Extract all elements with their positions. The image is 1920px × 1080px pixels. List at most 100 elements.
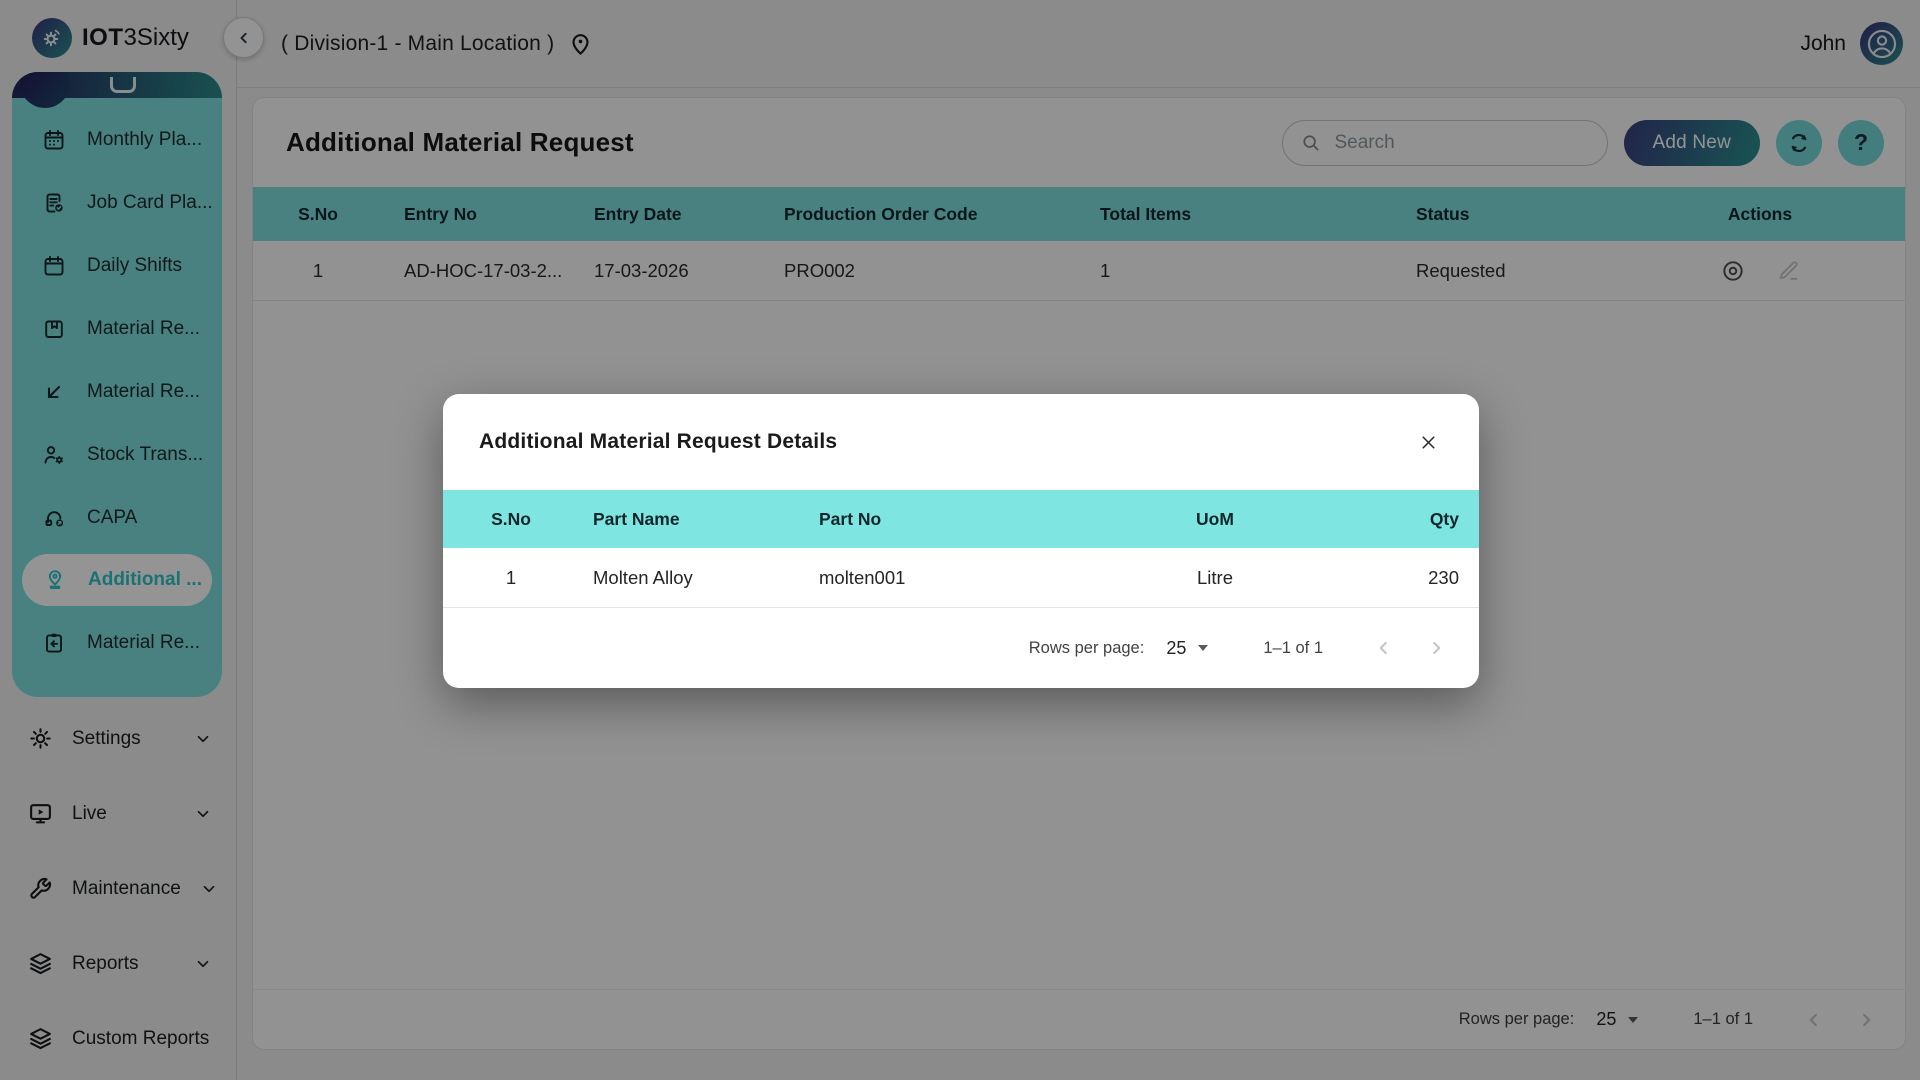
column-header[interactable]: Entry No bbox=[404, 203, 477, 224]
cell-qty: 230 bbox=[1428, 566, 1459, 588]
sidebar-item-label: Settings bbox=[72, 727, 141, 749]
add-new-button[interactable]: Add New bbox=[1623, 119, 1760, 166]
rows-per-page-value: 25 bbox=[1166, 637, 1187, 658]
column-header[interactable]: S.No bbox=[298, 203, 338, 224]
caret-down-icon bbox=[1628, 1016, 1639, 1023]
edit-icon[interactable] bbox=[1776, 258, 1801, 283]
sidebar-item-label: Monthly Pla... bbox=[87, 128, 203, 150]
search-box[interactable] bbox=[1281, 119, 1608, 166]
sidebar-item-job-card-planning[interactable]: Job Card Pla... bbox=[12, 171, 222, 234]
clipboard-arrow-icon bbox=[42, 631, 66, 655]
column-header: UoM bbox=[1196, 508, 1234, 529]
brand-logo: IOT3Sixty bbox=[0, 0, 236, 76]
table-header-row: S.No Entry No Entry Date Production Orde… bbox=[253, 187, 1905, 241]
cell-total-items: 1 bbox=[1100, 259, 1111, 281]
sidebar-item-capa[interactable]: CAPA bbox=[12, 486, 222, 549]
sidebar-item-label: Reports bbox=[72, 952, 139, 974]
modal-table-header-row: S.No Part Name Part No UoM Qty bbox=[443, 490, 1479, 548]
modal: Additional Material Request Details S.No… bbox=[443, 394, 1479, 688]
brand-name-bold: IOT bbox=[82, 24, 124, 51]
cell-actions bbox=[1695, 258, 1905, 284]
search-input[interactable] bbox=[1332, 130, 1590, 155]
cell-part-name: Molten Alloy bbox=[593, 566, 693, 588]
sidebar-item-reports[interactable]: Reports bbox=[0, 926, 236, 1001]
location-pin-icon[interactable] bbox=[567, 30, 594, 57]
column-header[interactable]: Production Order Code bbox=[784, 203, 978, 224]
column-header: Qty bbox=[1429, 508, 1459, 529]
next-page-button[interactable] bbox=[1853, 1007, 1879, 1033]
rows-per-page-value: 25 bbox=[1596, 1009, 1617, 1029]
column-header[interactable]: Entry Date bbox=[594, 203, 682, 224]
capa-icon bbox=[42, 506, 66, 530]
column-header[interactable]: Status bbox=[1416, 203, 1470, 224]
calendar-icon bbox=[42, 254, 66, 278]
sidebar-module-icon bbox=[110, 77, 136, 93]
sidebar-item-settings[interactable]: Settings bbox=[0, 701, 236, 776]
column-header[interactable]: Total Items bbox=[1100, 203, 1192, 224]
cell-part-no: molten001 bbox=[819, 566, 906, 588]
sidebar-item-additional-material-request[interactable]: Additional ... bbox=[22, 554, 212, 606]
sidebar-item-monthly-planning[interactable]: Monthly Pla... bbox=[12, 108, 222, 171]
sidebar-menu: Monthly Pla... Job Card Pla... bbox=[12, 98, 222, 674]
brand-name: IOT3Sixty bbox=[82, 24, 189, 52]
location-label: ( Division-1 - Main Location ) bbox=[281, 31, 555, 55]
sidebar-item-material-receipt[interactable]: Material Re... bbox=[12, 360, 222, 423]
previous-page-button[interactable] bbox=[1371, 635, 1397, 661]
sidebar-item-daily-shifts[interactable]: Daily Shifts bbox=[12, 234, 222, 297]
rows-per-page-select[interactable]: 25 bbox=[1166, 637, 1209, 659]
sidebar-collapse-button[interactable] bbox=[223, 17, 264, 58]
chevron-down-icon bbox=[200, 880, 218, 898]
help-button[interactable]: ? bbox=[1838, 119, 1884, 166]
sidebar-item-stock-transfer[interactable]: Stock Trans... bbox=[12, 423, 222, 486]
column-header[interactable]: Actions bbox=[1727, 203, 1793, 224]
table-pagination: Rows per page: 25 1–1 of 1 bbox=[253, 989, 1905, 1049]
sidebar-item-label: Maintenance bbox=[72, 877, 181, 899]
cell-s-no: 1 bbox=[312, 259, 324, 281]
sidebar-item-label: Custom Reports bbox=[72, 1027, 210, 1049]
cell-status: Requested bbox=[1416, 259, 1506, 281]
chevron-down-icon bbox=[194, 805, 212, 823]
brand-name-rest: 3Sixty bbox=[123, 24, 189, 51]
refresh-button[interactable] bbox=[1776, 119, 1822, 166]
sidebar-item-material-request[interactable]: Material Re... bbox=[12, 297, 222, 360]
brand-gear-icon bbox=[32, 18, 72, 58]
cell-s-no: 1 bbox=[505, 566, 517, 588]
sidebar-item-label: Material Re... bbox=[87, 317, 200, 339]
rows-per-page-select[interactable]: 25 bbox=[1596, 1009, 1639, 1030]
column-header: Part No bbox=[819, 508, 882, 529]
sidebar-item-live[interactable]: Live bbox=[0, 776, 236, 851]
view-icon[interactable] bbox=[1720, 258, 1746, 284]
previous-page-button[interactable] bbox=[1801, 1007, 1827, 1033]
sidebar-item-maintenance[interactable]: Maintenance bbox=[0, 851, 236, 926]
wrench-icon bbox=[28, 876, 53, 901]
next-page-button[interactable] bbox=[1423, 635, 1449, 661]
modal-table-row[interactable]: 1 Molten Alloy molten001 Litre 230 bbox=[443, 548, 1479, 608]
sidebar-module-header bbox=[12, 72, 222, 108]
cell-entry-no: AD-HOC-17-03-2... bbox=[404, 259, 563, 281]
modal-title: Additional Material Request Details bbox=[479, 430, 838, 453]
sidebar-module-block: Monthly Pla... Job Card Pla... bbox=[12, 72, 222, 697]
sidebar-item-label: Stock Trans... bbox=[87, 443, 204, 465]
avatar[interactable] bbox=[1860, 22, 1903, 65]
sidebar-item-label: Material Re... bbox=[87, 380, 200, 402]
sidebar-item-material-return[interactable]: Material Re... bbox=[12, 611, 222, 674]
layers-icon bbox=[28, 951, 53, 976]
close-icon[interactable] bbox=[1413, 427, 1443, 457]
table-row[interactable]: 1 AD-HOC-17-03-2... 17-03-2026 PRO002 1 … bbox=[253, 241, 1905, 301]
calendar-month-icon bbox=[42, 128, 66, 152]
cell-entry-date: 17-03-2026 bbox=[594, 259, 689, 281]
material-box-icon bbox=[42, 317, 66, 341]
modal-header: Additional Material Request Details bbox=[443, 394, 1479, 490]
sidebar-item-label: CAPA bbox=[87, 506, 138, 528]
person-pin-icon bbox=[43, 568, 67, 592]
sidebar-item-label: Live bbox=[72, 802, 107, 824]
pagination-range: 1–1 of 1 bbox=[1693, 1010, 1753, 1028]
monitor-play-icon bbox=[28, 801, 53, 826]
search-icon bbox=[1300, 132, 1322, 154]
sidebar-item-custom-reports[interactable]: Custom Reports bbox=[0, 1001, 236, 1076]
sidebar-item-label: Job Card Pla... bbox=[87, 191, 213, 213]
chevron-down-icon bbox=[194, 955, 212, 973]
modal-pagination: Rows per page: 25 1–1 of 1 bbox=[443, 608, 1479, 688]
column-header: S.No bbox=[491, 508, 531, 529]
sidebar-bottom-menu: Settings Live bbox=[0, 701, 236, 1076]
